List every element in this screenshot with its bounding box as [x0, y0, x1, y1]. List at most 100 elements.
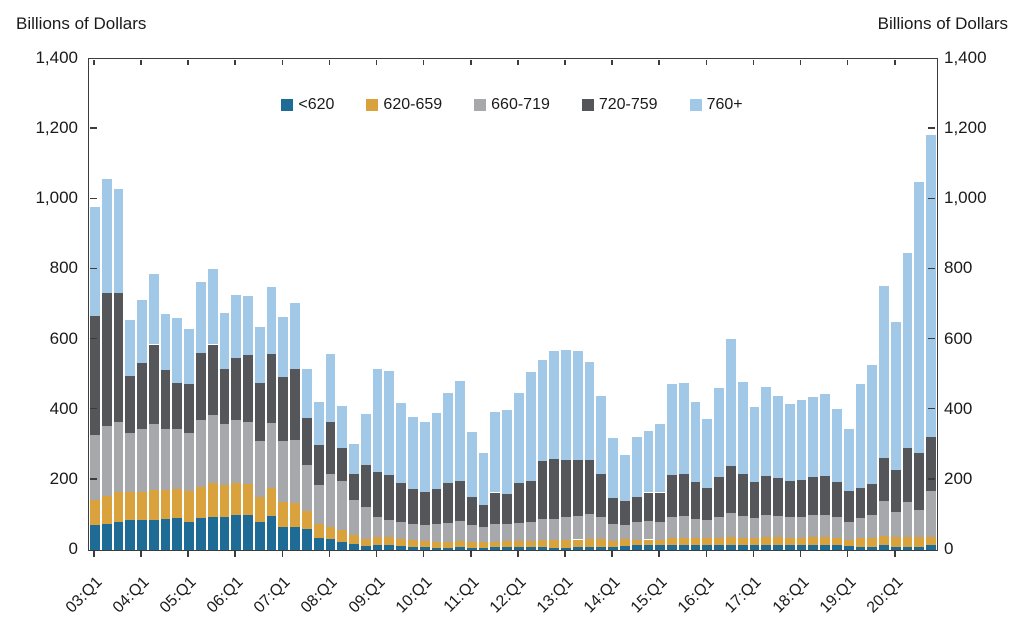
bar-segment — [879, 535, 889, 546]
bar-segment — [667, 545, 677, 550]
legend-label: 660-719 — [491, 96, 550, 113]
bar-segment — [525, 481, 536, 522]
bar-segment — [596, 546, 607, 550]
bar-segment — [89, 524, 100, 550]
bar-segment — [655, 492, 666, 522]
bar-segment — [419, 422, 430, 493]
y-tick-label-left: 1,200 — [35, 118, 78, 138]
bar-segment — [867, 483, 878, 516]
bar-segment — [596, 517, 607, 540]
x-tickmark-top — [799, 59, 802, 65]
bar-segment — [125, 492, 136, 521]
bar-segment — [384, 545, 395, 550]
bar-segment — [325, 526, 336, 540]
bar-segment — [278, 440, 289, 503]
x-tickmark-top — [281, 59, 284, 65]
legend-label: 720-759 — [598, 96, 658, 113]
bar-segment — [631, 521, 642, 540]
bar-segment — [619, 455, 630, 501]
bar-segment — [561, 540, 571, 548]
bar-segment — [820, 537, 831, 546]
bar-segment — [301, 465, 312, 511]
bar-segment — [137, 429, 147, 493]
bar-segment — [926, 437, 937, 492]
y-tickmark-left — [89, 337, 97, 340]
bar-segment — [137, 520, 147, 550]
bar-segment — [372, 536, 383, 545]
bar-segment — [478, 542, 489, 548]
bar-segment — [384, 519, 395, 538]
bar-segment — [761, 514, 772, 538]
y-tick-label-left: 800 — [49, 258, 78, 278]
bar-segment — [243, 295, 253, 356]
bar-segment — [843, 491, 854, 523]
bar-segment — [619, 545, 630, 550]
legend-item: <620 — [281, 96, 334, 114]
legend-swatch-icon — [474, 99, 487, 111]
bar-segment — [808, 545, 819, 550]
bar-segment — [796, 516, 807, 539]
bar-segment — [761, 545, 772, 550]
bar-segment — [455, 480, 465, 522]
bar-segment — [796, 479, 807, 517]
y-tick-label-right: 1,400 — [944, 48, 987, 67]
bar-segment — [478, 453, 489, 506]
y-tickmark-left — [89, 197, 97, 200]
bar-segment — [443, 547, 454, 550]
x-tickmark-bottom — [281, 550, 284, 557]
bar-segment — [419, 525, 430, 542]
bar-segment — [808, 515, 819, 538]
bar-segment — [266, 487, 277, 516]
bar-segment — [113, 521, 124, 550]
bar-segment — [466, 547, 477, 550]
bar-segment — [137, 363, 147, 430]
bar-segment — [725, 545, 736, 550]
bar-segment — [278, 502, 289, 527]
bar-segment — [219, 516, 230, 550]
bar-segment — [278, 317, 289, 377]
bar-segment — [349, 444, 359, 474]
x-tickmark-top — [658, 59, 660, 65]
bar-segment — [773, 477, 783, 516]
bar-segment — [690, 545, 701, 550]
bar-segment — [195, 352, 206, 421]
x-tickmark-top — [328, 59, 331, 65]
bar-segment — [643, 545, 654, 550]
bar-segment — [278, 376, 289, 441]
bar-segment — [561, 517, 571, 541]
bar-segment — [137, 492, 147, 521]
bar-segment — [914, 536, 925, 547]
bar-segment — [820, 514, 831, 538]
bar-segment — [290, 302, 301, 370]
bar-segment — [926, 135, 937, 438]
bar-segment — [796, 545, 807, 550]
bar-segment — [584, 514, 595, 539]
bar-segment — [243, 355, 253, 422]
bar-segment — [584, 546, 595, 550]
bar-segment — [125, 432, 136, 493]
bar-segment — [148, 489, 159, 521]
chart-legend: <620 620-659 660-719 720-759 760+ — [88, 96, 936, 114]
bar-segment — [207, 516, 218, 550]
bar-segment — [89, 500, 100, 525]
bar-segment — [349, 499, 359, 535]
bar-segment — [266, 515, 277, 550]
bar-segment — [466, 525, 477, 542]
bar-segment — [926, 491, 937, 537]
bar-segment — [513, 482, 524, 523]
bar-segment — [678, 474, 689, 517]
bar-segment — [808, 396, 819, 478]
bar-segment — [643, 539, 654, 546]
bar-segment — [360, 545, 371, 550]
y-tick-label-left: 0 — [68, 539, 78, 558]
bar-segment — [808, 537, 819, 546]
bar-segment — [360, 507, 371, 540]
x-tickmark-bottom — [611, 550, 613, 557]
bar-segment — [890, 536, 901, 547]
bar-segment — [702, 538, 713, 546]
bar-segment — [879, 500, 889, 536]
bar-segment — [902, 253, 913, 449]
bar-segment — [584, 538, 595, 547]
bar-segment — [337, 541, 348, 550]
